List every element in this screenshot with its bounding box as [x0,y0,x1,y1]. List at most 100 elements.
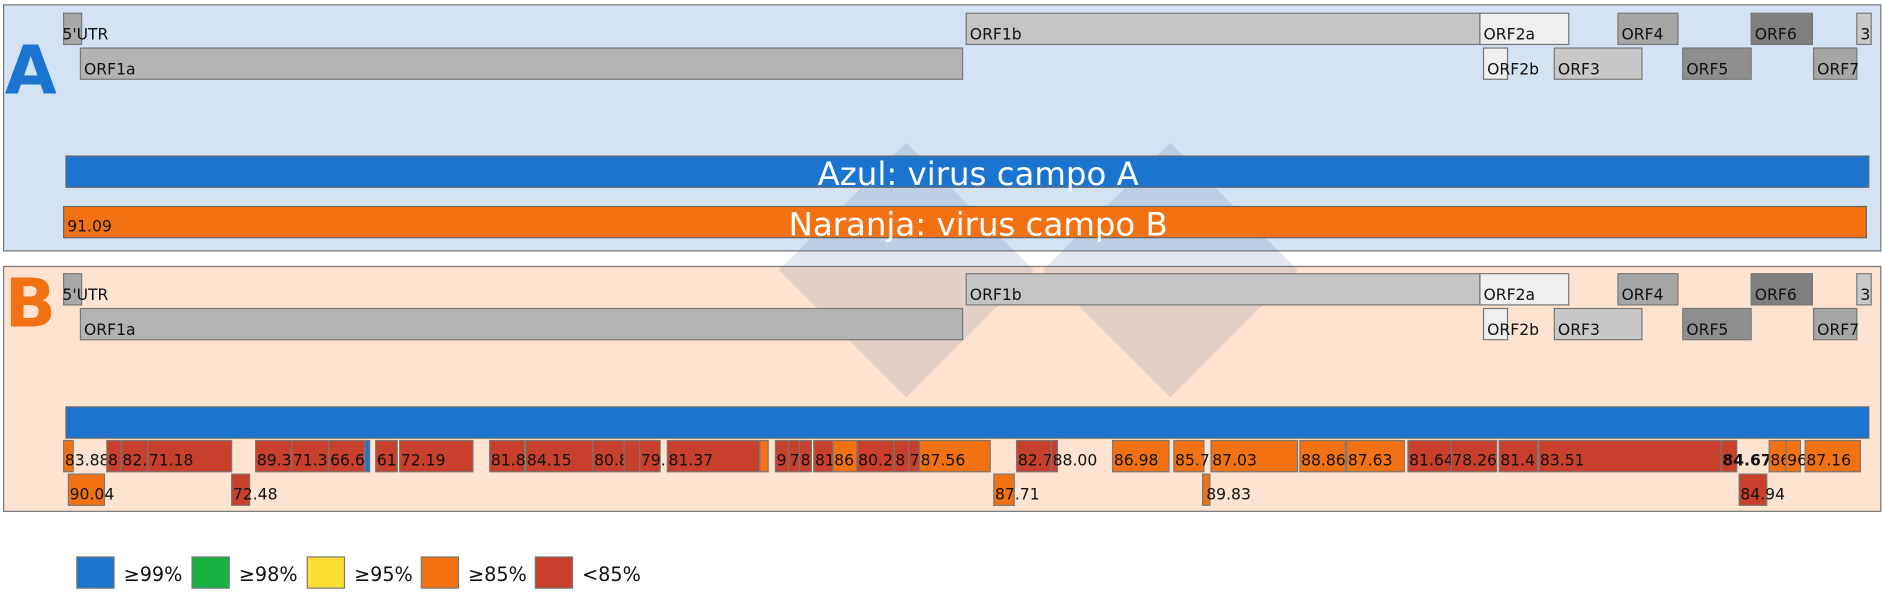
segment-label: 81.4 [1500,452,1535,470]
orf-label: ORF7 [1817,321,1859,339]
segment-label: 7 [910,452,920,470]
orf-box [1750,273,1813,306]
legend-label: ≥98% [239,563,298,586]
segment-label: 86 [1770,452,1790,470]
segment-label: 87.63 [1348,452,1393,470]
segment-label: 81.37 [669,452,714,470]
segment-label: 88.86 [1301,452,1346,470]
orf-box [1482,307,1509,341]
segment-label: 90.04 [70,485,115,503]
segment [525,439,594,473]
segment [1202,473,1211,506]
segment [231,473,251,506]
legend-label: <85% [582,563,641,586]
legend-label: ≥95% [354,563,413,586]
orf-box [1682,307,1752,341]
orf-label: ORF3 [1558,60,1600,78]
virus-bar [65,155,1870,188]
orf-box [1553,307,1643,341]
orf-label: ORF2a [1484,26,1536,44]
segment [291,439,330,473]
orf-box [1856,12,1872,46]
orf-box [1750,12,1813,46]
orf-box [1479,273,1570,306]
segment [1210,439,1299,473]
orf-box [1682,47,1752,80]
segment [993,473,1015,506]
segment [375,439,398,473]
orf-box [1482,47,1509,80]
segment [918,439,991,473]
segment [489,439,526,473]
orf-label: ORF3 [1558,321,1600,339]
segment-label: 8 [895,452,905,470]
segment-label: 80.2 [858,452,893,470]
orf-label: 5'UTR [62,286,108,304]
segment [623,439,641,473]
segment-label: 96 [1787,452,1807,470]
orf-label: ORF1a [84,60,136,78]
orf-box [1812,47,1858,80]
segment [120,439,149,473]
segment-label: 80.8 [594,452,629,470]
segment-label: 87.71 [995,485,1040,503]
segment-label: 81 [815,452,835,470]
segment-label: 83.51 [1540,452,1585,470]
segment-label: 87.03 [1212,452,1257,470]
segment [639,439,661,473]
segment [1498,439,1539,473]
segment-label: 85.7 [1175,452,1210,470]
segment [759,439,769,473]
segment-label: 72.48 [233,485,278,503]
orf-box [63,273,83,306]
orf-box [1617,273,1679,306]
segment [364,439,371,473]
orf-label: ORF2b [1487,60,1539,78]
orf-box [965,12,1481,46]
orf-box [63,12,83,46]
orf-box [1553,47,1643,80]
orf-box [79,47,964,80]
virus-bar-label: Naranja: virus campo B [789,205,1168,243]
legend-label: ≥99% [124,563,183,586]
orf-label: ORF2b [1487,321,1539,339]
reference-bar [65,406,1870,439]
orf-box [79,307,964,341]
orf-label: ORF6 [1755,26,1797,44]
panel-letter: B [5,265,56,343]
segment [1538,439,1722,473]
segment [1299,439,1347,473]
segment [1804,439,1861,473]
orf-box [1856,273,1872,306]
segment [1785,439,1801,473]
segment-label: 61 [377,452,397,470]
orf-label: ORF4 [1622,26,1664,44]
segment [856,439,895,473]
orf-label: ORF5 [1686,60,1728,78]
orf-label: ORF5 [1686,321,1728,339]
segment-label: 82.7 [1018,452,1053,470]
segment [1738,473,1768,506]
orf-box [1617,12,1679,46]
virus-bar [63,205,1867,239]
segment-label: 81.64 [1409,452,1454,470]
segment-label: 83.88 [65,452,110,470]
virus-bar-label: Azul: virus campo A [818,155,1139,193]
orf-box [1812,307,1858,341]
legend-label: ≥85% [468,563,527,586]
orf-label: 3 [1860,286,1870,304]
segment-label: 71.18 [149,452,194,470]
segment-label: 87.56 [921,452,966,470]
orf-label: ORF7 [1817,60,1859,78]
legend-swatch [534,556,574,589]
orf-label: 5'UTR [62,26,108,44]
segment-label: 84.94 [1740,485,1785,503]
segment [1346,439,1405,473]
segment [147,439,233,473]
segment [1173,439,1205,473]
segment-label: 87.16 [1806,452,1851,470]
segment-label: 86 [834,452,854,470]
segment-label: 8 [108,452,118,470]
